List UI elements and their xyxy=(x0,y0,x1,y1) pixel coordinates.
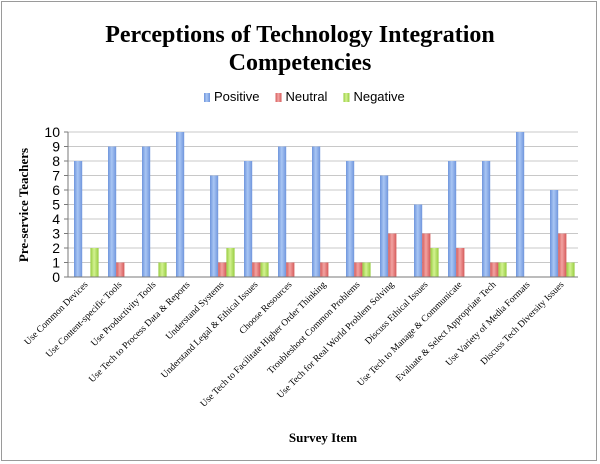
bar-neutral xyxy=(320,262,329,277)
legend-swatch-neutral xyxy=(275,93,282,102)
bar-positive xyxy=(482,161,491,277)
bar-negative xyxy=(430,248,439,277)
bar-neutral xyxy=(354,262,363,277)
chart-title-line-1: Perceptions of Technology Integration xyxy=(105,22,495,48)
x-axis-label: Survey Item xyxy=(289,430,357,445)
y-tick-label: 10 xyxy=(44,124,60,140)
bar-negative xyxy=(498,262,507,277)
bar-neutral xyxy=(116,262,125,277)
bar-positive xyxy=(176,132,185,277)
bar-neutral xyxy=(286,262,295,277)
legend-label-positive: Positive xyxy=(214,89,260,104)
y-tick-label: 6 xyxy=(52,182,60,198)
bar-positive xyxy=(278,146,287,277)
y-tick-label: 2 xyxy=(52,240,60,256)
bar-negative xyxy=(260,262,269,277)
bar-negative xyxy=(566,262,575,277)
legend-swatch-negative xyxy=(343,93,350,102)
bar-positive xyxy=(346,161,355,277)
bar-negative xyxy=(226,248,235,277)
bar-neutral xyxy=(388,233,397,277)
y-axis-label: Pre-service Teachers xyxy=(16,148,31,262)
bar-positive xyxy=(74,161,83,277)
legend-label-neutral: Neutral xyxy=(286,89,328,104)
bar-neutral xyxy=(422,233,431,277)
y-tick-label: 0 xyxy=(52,269,60,285)
y-tick-label: 1 xyxy=(52,255,60,271)
bar-positive xyxy=(210,175,219,277)
x-category-label: Understand Systems xyxy=(164,280,226,342)
x-category-label: Use Productivity Tools xyxy=(90,280,159,349)
bar-negative xyxy=(158,262,167,277)
x-category-label: Discuss Ethical Issues xyxy=(364,280,431,347)
y-tick-label: 4 xyxy=(52,211,60,227)
bar-positive xyxy=(414,204,423,277)
bar-neutral xyxy=(456,248,465,277)
y-tick-label: 3 xyxy=(52,226,60,242)
bars xyxy=(74,132,575,277)
bar-positive xyxy=(550,190,559,277)
bar-neutral xyxy=(252,262,261,277)
bar-neutral xyxy=(558,233,567,277)
bar-neutral xyxy=(218,262,227,277)
x-category-label: Use Tech for Real World Problem Solving xyxy=(275,279,397,401)
legend-label-negative: Negative xyxy=(353,89,404,104)
bar-positive xyxy=(312,146,321,277)
bar-positive xyxy=(516,132,525,277)
bar-positive xyxy=(108,146,117,277)
chart-title-line-2: Competencies xyxy=(229,50,372,76)
bar-negative xyxy=(362,262,371,277)
legend-swatch-positive xyxy=(204,93,210,102)
y-tick-label: 5 xyxy=(52,197,60,213)
x-category-label: Use Common Devices xyxy=(23,280,91,348)
y-tick-label: 8 xyxy=(52,153,60,169)
y-tick-label: 9 xyxy=(52,139,60,155)
bar-positive xyxy=(142,146,151,277)
bar-neutral xyxy=(490,262,499,277)
bar-negative xyxy=(90,248,99,277)
y-tick-label: 7 xyxy=(52,168,60,184)
legend: Positive Neutral Negative xyxy=(204,89,405,104)
bar-positive xyxy=(380,175,389,277)
bar-positive xyxy=(448,161,457,277)
x-category-label: Use Tech to Facilitate Higher Order Thin… xyxy=(199,280,329,410)
bar-positive xyxy=(244,161,253,277)
